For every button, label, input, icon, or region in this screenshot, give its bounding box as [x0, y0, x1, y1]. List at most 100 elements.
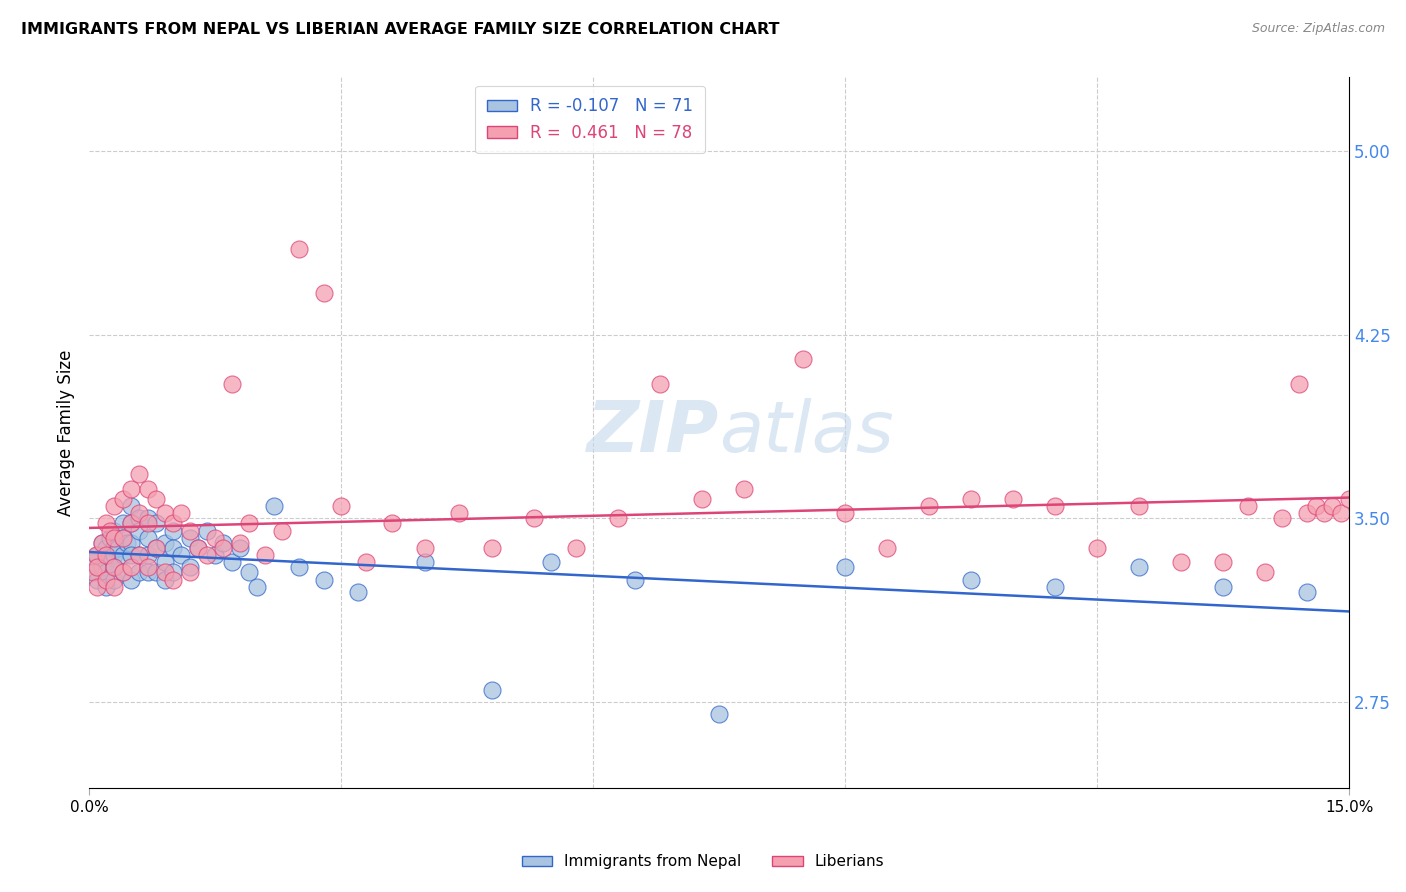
Point — [1128, 499, 1150, 513]
Point — [246, 580, 269, 594]
Text: IMMIGRANTS FROM NEPAL VS LIBERIAN AVERAGE FAMILY SIZE CORRELATION CHART: IMMIGRANTS FROM NEPAL VS LIBERIAN AVERAG… — [21, 22, 779, 37]
Point — [1002, 491, 1025, 506]
Point — [98, 531, 121, 545]
Point — [238, 516, 260, 531]
Point — [481, 682, 503, 697]
Point — [111, 565, 134, 579]
Point — [145, 541, 167, 555]
Point — [128, 467, 150, 482]
Point — [229, 541, 252, 555]
Point — [1212, 556, 1234, 570]
Point — [111, 548, 134, 562]
Point — [1296, 584, 1319, 599]
Point — [111, 531, 134, 545]
Point — [86, 580, 108, 594]
Point — [103, 548, 125, 562]
Point — [229, 536, 252, 550]
Point — [162, 524, 184, 538]
Point — [1128, 560, 1150, 574]
Point — [98, 548, 121, 562]
Point — [111, 516, 134, 531]
Point — [120, 499, 142, 513]
Point — [481, 541, 503, 555]
Point — [288, 242, 311, 256]
Point — [90, 536, 112, 550]
Point — [1288, 376, 1310, 391]
Point — [170, 548, 193, 562]
Point — [1305, 499, 1327, 513]
Point — [523, 511, 546, 525]
Point — [103, 560, 125, 574]
Point — [103, 541, 125, 555]
Point — [179, 531, 201, 545]
Point — [136, 531, 159, 545]
Point — [1085, 541, 1108, 555]
Point — [195, 524, 218, 538]
Point — [111, 531, 134, 545]
Point — [707, 707, 730, 722]
Point — [86, 560, 108, 574]
Point — [918, 499, 941, 513]
Point — [94, 556, 117, 570]
Point — [94, 573, 117, 587]
Point — [90, 560, 112, 574]
Point — [1212, 580, 1234, 594]
Point — [120, 516, 142, 531]
Point — [153, 573, 176, 587]
Point — [136, 516, 159, 531]
Point — [115, 536, 138, 550]
Point — [876, 541, 898, 555]
Point — [128, 548, 150, 562]
Point — [1322, 499, 1344, 513]
Point — [212, 536, 235, 550]
Point — [120, 573, 142, 587]
Point — [94, 548, 117, 562]
Point — [447, 507, 470, 521]
Point — [136, 548, 159, 562]
Point — [94, 541, 117, 555]
Legend: Immigrants from Nepal, Liberians: Immigrants from Nepal, Liberians — [516, 848, 890, 875]
Point — [162, 541, 184, 555]
Text: atlas: atlas — [718, 398, 894, 467]
Point — [120, 536, 142, 550]
Point — [120, 548, 142, 562]
Point — [650, 376, 672, 391]
Point — [263, 499, 285, 513]
Point — [221, 376, 243, 391]
Point — [98, 524, 121, 538]
Point — [834, 560, 856, 574]
Text: Source: ZipAtlas.com: Source: ZipAtlas.com — [1251, 22, 1385, 36]
Point — [624, 573, 647, 587]
Text: ZIP: ZIP — [586, 398, 718, 467]
Point — [136, 565, 159, 579]
Legend: R = -0.107   N = 71, R =  0.461   N = 78: R = -0.107 N = 71, R = 0.461 N = 78 — [475, 86, 706, 153]
Point — [136, 511, 159, 525]
Point — [607, 511, 630, 525]
Point — [195, 548, 218, 562]
Point — [128, 511, 150, 525]
Point — [347, 584, 370, 599]
Point — [103, 580, 125, 594]
Point — [792, 352, 814, 367]
Point — [212, 541, 235, 555]
Point — [103, 560, 125, 574]
Point — [103, 499, 125, 513]
Point — [90, 536, 112, 550]
Point — [162, 565, 184, 579]
Point — [1330, 507, 1353, 521]
Point — [94, 516, 117, 531]
Point — [120, 516, 142, 531]
Point — [1045, 580, 1067, 594]
Point — [540, 556, 562, 570]
Point — [145, 565, 167, 579]
Point — [86, 548, 108, 562]
Point — [314, 573, 336, 587]
Point — [254, 548, 277, 562]
Point — [1045, 499, 1067, 513]
Point — [128, 507, 150, 521]
Point — [145, 516, 167, 531]
Point — [356, 556, 378, 570]
Point — [1271, 511, 1294, 525]
Point — [1313, 507, 1336, 521]
Point — [733, 482, 755, 496]
